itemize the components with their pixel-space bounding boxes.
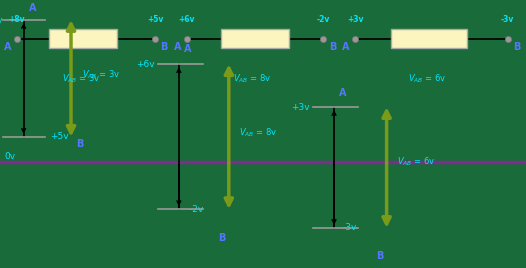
Text: -3v: -3v xyxy=(501,15,514,24)
Text: $V_{AB}$ = 8v: $V_{AB}$ = 8v xyxy=(234,72,271,85)
Text: +6v: +6v xyxy=(178,15,195,24)
Text: +8v: +8v xyxy=(0,16,3,25)
Text: +8v: +8v xyxy=(8,15,25,24)
Text: B: B xyxy=(329,42,336,51)
Text: A: A xyxy=(29,3,36,13)
Text: $V_{AB}$ = 3v: $V_{AB}$ = 3v xyxy=(63,72,100,85)
Text: A: A xyxy=(174,42,181,51)
Text: B: B xyxy=(218,233,226,243)
Text: -3v: -3v xyxy=(343,223,357,232)
Text: +3v: +3v xyxy=(347,15,363,24)
Text: $V_{AB}$ = 6v: $V_{AB}$ = 6v xyxy=(408,72,446,85)
Text: B: B xyxy=(76,139,84,149)
Text: B: B xyxy=(160,42,168,51)
Bar xyxy=(221,29,289,48)
Text: A: A xyxy=(339,88,347,98)
Text: A: A xyxy=(184,44,191,54)
Text: B: B xyxy=(376,251,383,260)
Text: 0v: 0v xyxy=(4,152,15,161)
Text: $V_{AB}$ = 8v: $V_{AB}$ = 8v xyxy=(239,126,278,139)
Text: B: B xyxy=(513,42,520,51)
Text: +6v: +6v xyxy=(137,60,155,69)
Text: +3v: +3v xyxy=(291,103,309,112)
Text: -2v: -2v xyxy=(189,204,204,214)
Text: +5v: +5v xyxy=(147,15,164,24)
Text: -2v: -2v xyxy=(317,15,330,24)
Text: A: A xyxy=(342,42,350,51)
Text: A: A xyxy=(4,42,12,51)
Text: +5v: +5v xyxy=(50,132,68,141)
Bar xyxy=(390,29,467,48)
Text: $V_{AB}$ = 6v: $V_{AB}$ = 6v xyxy=(397,156,436,168)
Bar xyxy=(49,29,117,48)
Text: $V_{AB}$ = 3v: $V_{AB}$ = 3v xyxy=(82,69,120,81)
